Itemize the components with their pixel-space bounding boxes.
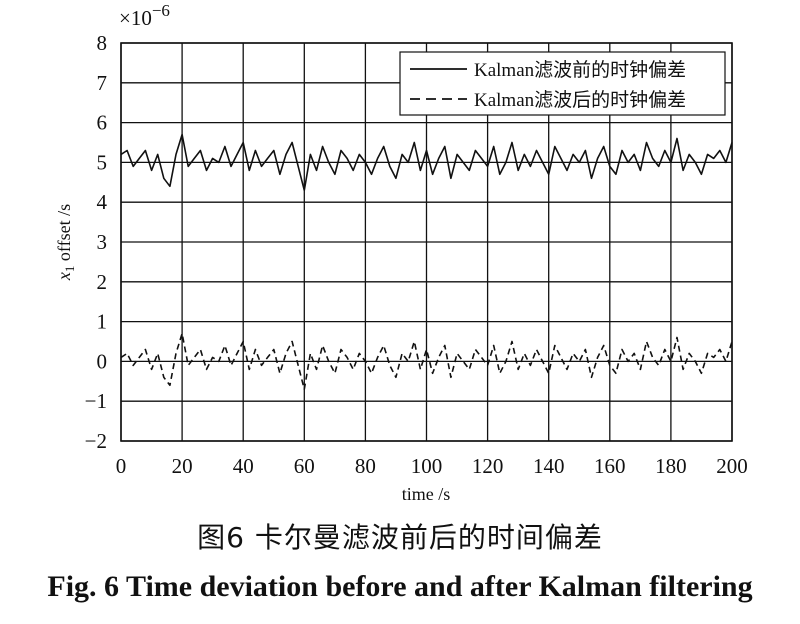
y-tick-label: 7 xyxy=(97,71,108,95)
y-tick-label: 1 xyxy=(97,310,108,334)
y-tick-label: 3 xyxy=(97,230,108,254)
time-deviation-chart: 0 20 40 60 80 100 120 140 160 180 200 −2 −1 0 1 2 3 4 5 6 7… xyxy=(54,1,748,504)
x-tick-label: 80 xyxy=(355,454,376,478)
x-tick-label: 200 xyxy=(716,454,748,478)
y-tick-label: 0 xyxy=(97,349,108,373)
series-line-after-filter xyxy=(120,332,733,391)
x-tick-label: 0 xyxy=(116,454,127,478)
legend-label-after: Kalman滤波后的时钟偏差 xyxy=(474,89,686,111)
figure-caption-english: Fig. 6 Time deviation before and after K… xyxy=(47,570,753,603)
x-tick-label: 120 xyxy=(472,454,504,478)
figure-caption-chinese: 图6 卡尔曼滤波前后的时间偏差 xyxy=(197,521,603,554)
y-tick-label: −1 xyxy=(85,389,107,413)
x-axis-ticks: 0 20 40 60 80 100 120 140 160 180 200 xyxy=(116,454,748,478)
legend: Kalman滤波前的时钟偏差 Kalman滤波后的时钟偏差 xyxy=(399,51,726,116)
x-tick-label: 20 xyxy=(172,454,193,478)
x-tick-label: 160 xyxy=(594,454,626,478)
series-line-before-filter xyxy=(120,133,733,192)
x-tick-label: 40 xyxy=(233,454,254,478)
y-tick-label: 4 xyxy=(97,190,108,214)
y-tick-label: 8 xyxy=(97,31,108,55)
y-multiplier: ×10−6 xyxy=(119,1,170,30)
y-axis-title: x1 offset /s xyxy=(54,204,77,281)
y-tick-label: 6 xyxy=(97,111,108,135)
legend-label-before: Kalman滤波前的时钟偏差 xyxy=(474,59,686,81)
x-tick-label: 140 xyxy=(533,454,565,478)
y-tick-label: 5 xyxy=(97,150,108,174)
series-layer xyxy=(120,133,733,391)
x-tick-label: 100 xyxy=(411,454,443,478)
y-tick-label: 2 xyxy=(97,270,108,294)
x-axis-title: time /s xyxy=(402,484,451,504)
x-tick-label: 180 xyxy=(655,454,687,478)
legend-box xyxy=(399,51,726,116)
x-tick-label: 60 xyxy=(294,454,315,478)
y-axis-ticks: −2 −1 0 1 2 3 4 5 6 7 8 xyxy=(85,31,108,453)
y-tick-label: −2 xyxy=(85,429,107,453)
